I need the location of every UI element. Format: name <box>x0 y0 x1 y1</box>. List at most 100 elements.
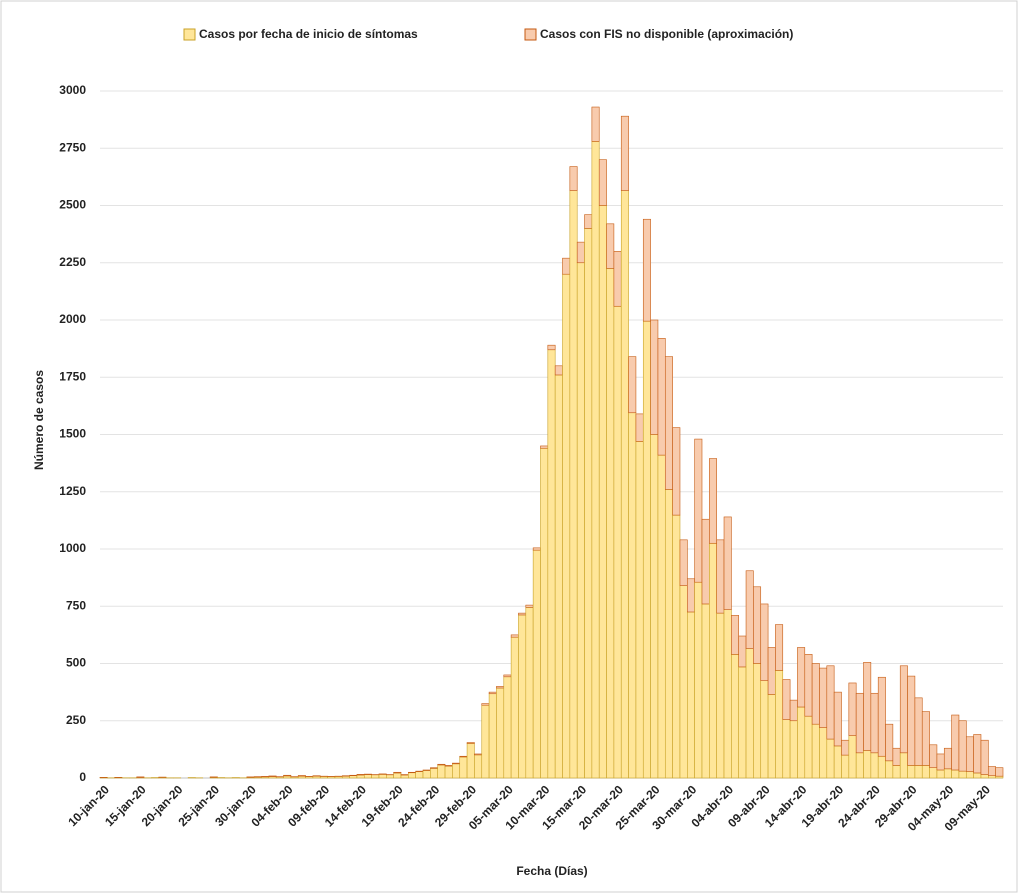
bar <box>650 319 659 435</box>
bar <box>899 752 908 779</box>
bar <box>642 320 651 779</box>
y-tick-label: 3000 <box>59 83 86 97</box>
bar <box>877 676 886 757</box>
bar <box>709 458 717 544</box>
bar <box>268 775 277 777</box>
bar <box>613 251 622 307</box>
bar <box>716 539 725 614</box>
y-tick-label: 1250 <box>59 484 86 498</box>
bar <box>518 612 527 616</box>
bar <box>804 654 813 717</box>
bar <box>510 636 519 779</box>
bar <box>598 159 607 206</box>
bar <box>811 723 820 779</box>
bar <box>378 774 387 779</box>
bar <box>532 549 541 779</box>
bar <box>951 714 960 771</box>
bar <box>569 166 578 191</box>
bar <box>606 268 615 779</box>
bar <box>826 665 835 740</box>
bar <box>679 585 688 779</box>
bar <box>775 670 784 779</box>
bar <box>848 682 857 736</box>
y-tick-label: 1750 <box>59 369 86 383</box>
bar <box>437 763 446 766</box>
bar <box>136 776 145 778</box>
bar <box>613 305 622 779</box>
bar <box>518 614 527 779</box>
bar <box>892 747 901 766</box>
bar <box>628 356 637 414</box>
bar <box>855 752 864 779</box>
bar <box>848 735 857 779</box>
bar <box>584 214 593 229</box>
bar <box>488 693 497 779</box>
bar <box>760 680 769 779</box>
bar <box>760 603 769 681</box>
bar <box>679 539 688 586</box>
bar <box>481 703 490 706</box>
bar <box>510 634 519 638</box>
y-tick-label: 2750 <box>59 140 86 154</box>
bar <box>635 413 644 442</box>
bar <box>363 774 372 779</box>
bar <box>745 648 754 779</box>
bar <box>371 774 380 779</box>
bar <box>437 764 446 779</box>
bar <box>914 697 923 766</box>
bar <box>797 647 806 708</box>
bar <box>929 767 938 779</box>
bar <box>885 760 894 779</box>
bar <box>753 663 762 779</box>
bar <box>819 727 828 779</box>
bar <box>833 691 842 747</box>
bar <box>936 769 945 779</box>
bar <box>569 190 578 779</box>
y-tick-label: 250 <box>66 713 86 727</box>
bar <box>356 774 365 779</box>
bar <box>283 775 292 779</box>
bar <box>532 547 541 551</box>
bar <box>811 663 820 725</box>
bar <box>444 765 453 779</box>
bar <box>400 774 409 779</box>
bar <box>833 745 842 779</box>
bar <box>819 667 828 728</box>
bar <box>855 692 864 754</box>
bar <box>899 665 908 754</box>
bar <box>892 765 901 779</box>
bar <box>701 518 710 605</box>
bar <box>349 775 358 779</box>
bar <box>782 679 791 720</box>
bar <box>789 720 798 779</box>
y-axis-title: Número de casos <box>32 370 46 470</box>
bar <box>562 257 571 275</box>
bar <box>474 754 483 779</box>
x-axis-title: Fecha (Días) <box>516 864 587 878</box>
bar <box>459 756 468 779</box>
bar <box>738 635 747 668</box>
bar <box>540 447 549 779</box>
legend-swatch <box>183 28 196 41</box>
bar <box>657 454 666 779</box>
bar <box>921 711 930 766</box>
bar <box>826 738 835 779</box>
bar <box>635 441 644 779</box>
bar <box>657 338 666 456</box>
bar <box>606 223 615 269</box>
bar <box>459 755 468 758</box>
bar <box>980 774 989 779</box>
bar <box>393 772 402 779</box>
bar <box>958 770 967 779</box>
bar <box>452 763 461 779</box>
bar <box>965 771 974 779</box>
bar <box>620 115 629 191</box>
y-tick-label: 1000 <box>59 541 86 555</box>
bar <box>408 772 416 779</box>
y-tick-label: 2250 <box>59 255 86 269</box>
bar <box>620 190 629 779</box>
bar <box>525 604 534 608</box>
bar <box>547 349 556 779</box>
bar <box>907 675 916 766</box>
bar <box>694 438 703 583</box>
